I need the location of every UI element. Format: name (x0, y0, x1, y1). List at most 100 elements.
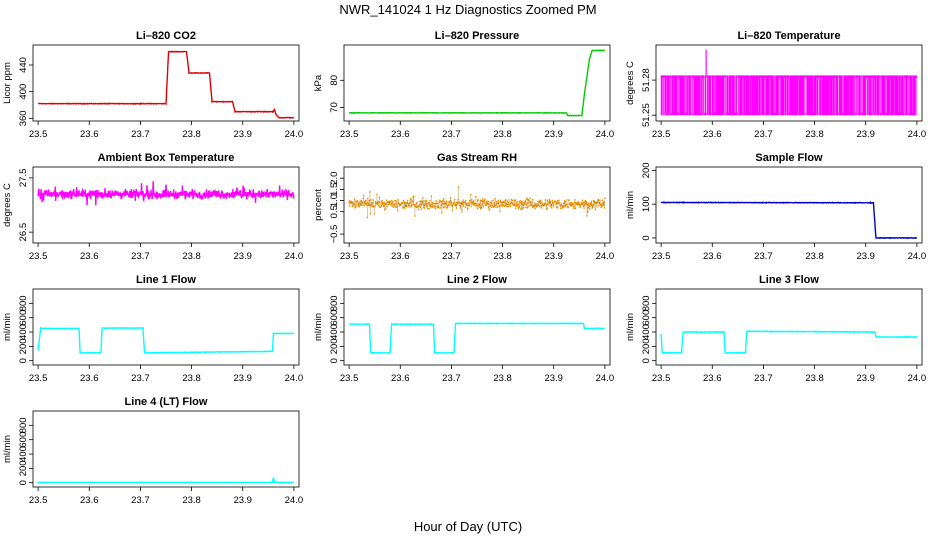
y-tick-label: 100 (641, 196, 652, 212)
y-tick-label: 400 (329, 324, 340, 340)
plot-frame (32, 410, 300, 488)
x-tick-label: 24.0 (285, 251, 304, 262)
y-tick-label: 0 (329, 358, 340, 363)
x-tick-label: 23.8 (182, 129, 201, 140)
x-tick-label: 23.7 (754, 373, 773, 384)
x-tick-label: 23.7 (754, 251, 773, 262)
panel-title: Li–820 Pressure (435, 30, 519, 42)
x-tick-label: 23.6 (703, 251, 722, 262)
panel-7: Line 1 Flow ml/min 23.5 23.6 23.7 23.8 23.9 24.… (2, 274, 303, 384)
x-tick-label: 24.0 (596, 129, 615, 140)
y-tick-label: 800 (641, 295, 652, 311)
data-series (660, 200, 918, 240)
x-tick-label: 24.0 (596, 251, 615, 262)
x-tick-label: 23.6 (391, 373, 410, 384)
x-tick-label: 23.7 (754, 129, 773, 140)
x-tick-label: 23.9 (233, 251, 252, 262)
x-tick-label: 23.9 (233, 129, 252, 140)
y-tick-label: 1.5 (329, 183, 340, 196)
y-tick-label: 600 (18, 432, 29, 448)
plot-frame (32, 288, 300, 366)
panel-title: Sample Flow (755, 152, 823, 164)
y-tick-label: 360 (18, 110, 29, 126)
plot-frame (655, 44, 923, 122)
y-tick-label: 400 (641, 324, 652, 340)
data-series (37, 326, 295, 355)
data-line (660, 200, 918, 240)
x-tick-label: 23.8 (805, 251, 824, 262)
panel-1: Li–820 CO2 Licor ppm 23.5 23.6 23.7 23.8 23.9 2… (2, 30, 303, 140)
figure-title: NWR_141024 1 Hz Diagnostics Zoomed PM (339, 2, 596, 17)
x-tick-label: 23.9 (233, 373, 252, 384)
data-line (349, 49, 605, 117)
figure-xlabel: Hour of Day (UTC) (414, 519, 522, 534)
x-tick-label: 23.8 (493, 129, 512, 140)
x-tick-label: 23.9 (544, 129, 563, 140)
x-tick-label: 23.7 (442, 129, 461, 140)
data-series (660, 49, 917, 116)
x-tick-label: 23.9 (856, 129, 875, 140)
panel-ylabel: degrees C (625, 61, 636, 105)
y-tick-label: 27.5 (18, 169, 29, 188)
x-tick-label: 23.7 (442, 373, 461, 384)
x-tick-label: 24.0 (596, 373, 615, 384)
x-tick-label: 24.0 (908, 129, 927, 140)
panel-ylabel: degrees C (2, 183, 13, 227)
x-tick-label: 24.0 (285, 495, 304, 506)
x-tick-label: 23.8 (493, 251, 512, 262)
panel-ylabel: kPa (313, 74, 324, 91)
y-tick-label: 0 (641, 358, 652, 363)
x-tick-label: 23.5 (29, 129, 48, 140)
data-series (348, 322, 605, 355)
panel-ylabel: ml/min (625, 191, 636, 219)
x-tick-label: 23.5 (340, 129, 359, 140)
x-tick-label: 24.0 (908, 373, 927, 384)
panel-ylabel: ml/min (2, 435, 13, 463)
y-tick-label: 400 (18, 84, 29, 100)
plot-frame (32, 44, 300, 122)
x-tick-label: 23.9 (233, 495, 252, 506)
y-tick-label: 0 (18, 480, 29, 485)
x-tick-label: 23.8 (182, 373, 201, 384)
plot-frame (32, 166, 300, 244)
data-line (37, 477, 294, 484)
panel-ylabel: percent (313, 189, 324, 221)
x-tick-label: 23.5 (340, 251, 359, 262)
data-series (37, 181, 295, 206)
x-tick-label: 24.0 (908, 251, 927, 262)
y-tick-label: 800 (18, 295, 29, 311)
x-tick-label: 23.8 (182, 495, 201, 506)
x-tick-label: 23.7 (131, 495, 150, 506)
y-tick-label: 0.5 (329, 205, 340, 218)
x-tick-label: 23.5 (652, 373, 671, 384)
y-tick-label: 51.25 (641, 103, 652, 127)
data-line (37, 181, 295, 206)
data-series (348, 186, 606, 219)
x-tick-label: 23.6 (703, 373, 722, 384)
y-tick-label: 800 (18, 417, 29, 433)
panel-title: Gas Stream RH (437, 152, 517, 164)
y-tick-label: 26.5 (18, 223, 29, 242)
data-line (348, 186, 606, 218)
x-tick-label: 23.8 (805, 129, 824, 140)
x-tick-label: 23.5 (652, 251, 671, 262)
plot-frame (343, 288, 611, 366)
panel-title: Ambient Box Temperature (98, 152, 235, 164)
panel-title: Line 1 Flow (136, 274, 196, 286)
data-series (37, 50, 294, 119)
panel-ylabel: ml/min (313, 313, 324, 341)
x-tick-label: 23.6 (703, 129, 722, 140)
x-tick-label: 23.7 (131, 251, 150, 262)
y-tick-label: 200 (641, 162, 652, 178)
y-tick-label: 200 (329, 338, 340, 354)
x-tick-label: 23.5 (29, 373, 48, 384)
x-tick-label: 23.9 (544, 373, 563, 384)
x-tick-label: 23.6 (80, 495, 99, 506)
y-tick-label: 200 (641, 338, 652, 354)
y-tick-label: 70 (329, 102, 340, 113)
x-tick-label: 23.9 (544, 251, 563, 262)
x-tick-label: 23.8 (182, 251, 201, 262)
x-tick-label: 23.8 (805, 373, 824, 384)
panel-title: Li–820 CO2 (136, 30, 196, 42)
panels: Li–820 CO2 Licor ppm 23.5 23.6 23.7 23.8 23.9 2… (2, 30, 926, 506)
